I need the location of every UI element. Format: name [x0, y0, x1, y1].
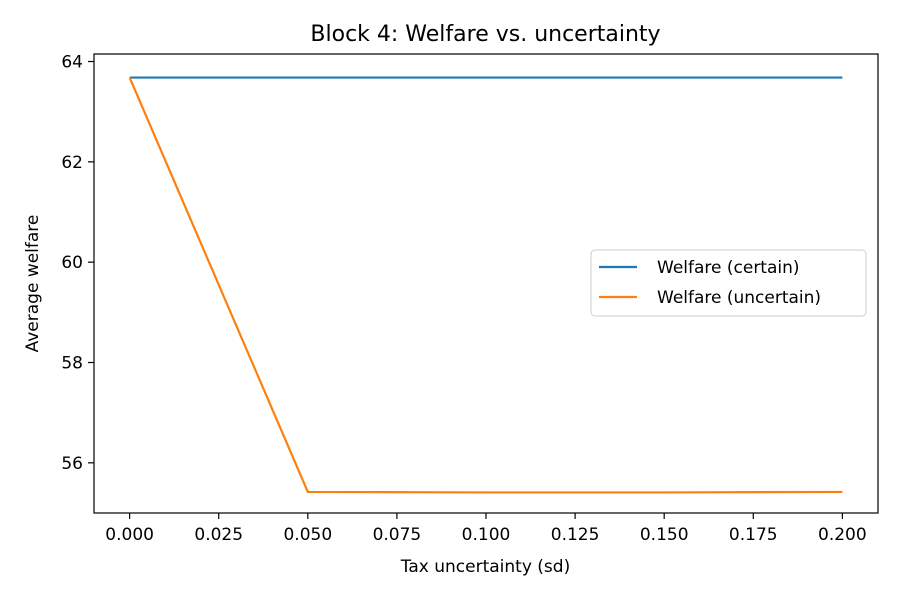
y-axis: 56 58 60 62 64 — [61, 53, 94, 474]
x-tick-label: 0.125 — [551, 525, 600, 545]
chart-title: Block 4: Welfare vs. uncertainty — [310, 22, 660, 47]
y-tick-label: 64 — [61, 53, 83, 73]
x-tick-label: 0.150 — [640, 525, 689, 545]
x-axis: 0.000 0.025 0.050 0.075 0.100 0.125 0.150 0.175… — [105, 513, 867, 545]
plot-lines — [128, 76, 843, 494]
x-tick-label: 0.000 — [105, 525, 154, 545]
x-tick-label: 0.100 — [462, 525, 511, 545]
x-tick-label: 0.050 — [283, 525, 332, 545]
legend-label-0: Welfare (certain) — [657, 258, 800, 278]
legend-box — [590, 249, 867, 317]
series-line-1 — [128, 77, 843, 494]
x-tick-label: 0.175 — [729, 525, 778, 545]
y-tick-label: 62 — [61, 153, 83, 173]
x-tick-label: 0.200 — [818, 525, 867, 545]
y-tick-label: 56 — [61, 454, 83, 474]
legend-label-1: Welfare (uncertain) — [657, 288, 821, 308]
legend: Welfare (certain) Welfare (uncertain) — [590, 249, 867, 317]
y-tick-label: 58 — [61, 354, 83, 374]
x-axis-label: Tax uncertainty (sd) — [400, 557, 570, 577]
x-tick-label: 0.075 — [373, 525, 422, 545]
x-tick-label: 0.025 — [194, 525, 243, 545]
y-axis-label: Average welfare — [23, 215, 43, 353]
y-tick-label: 60 — [61, 253, 83, 273]
